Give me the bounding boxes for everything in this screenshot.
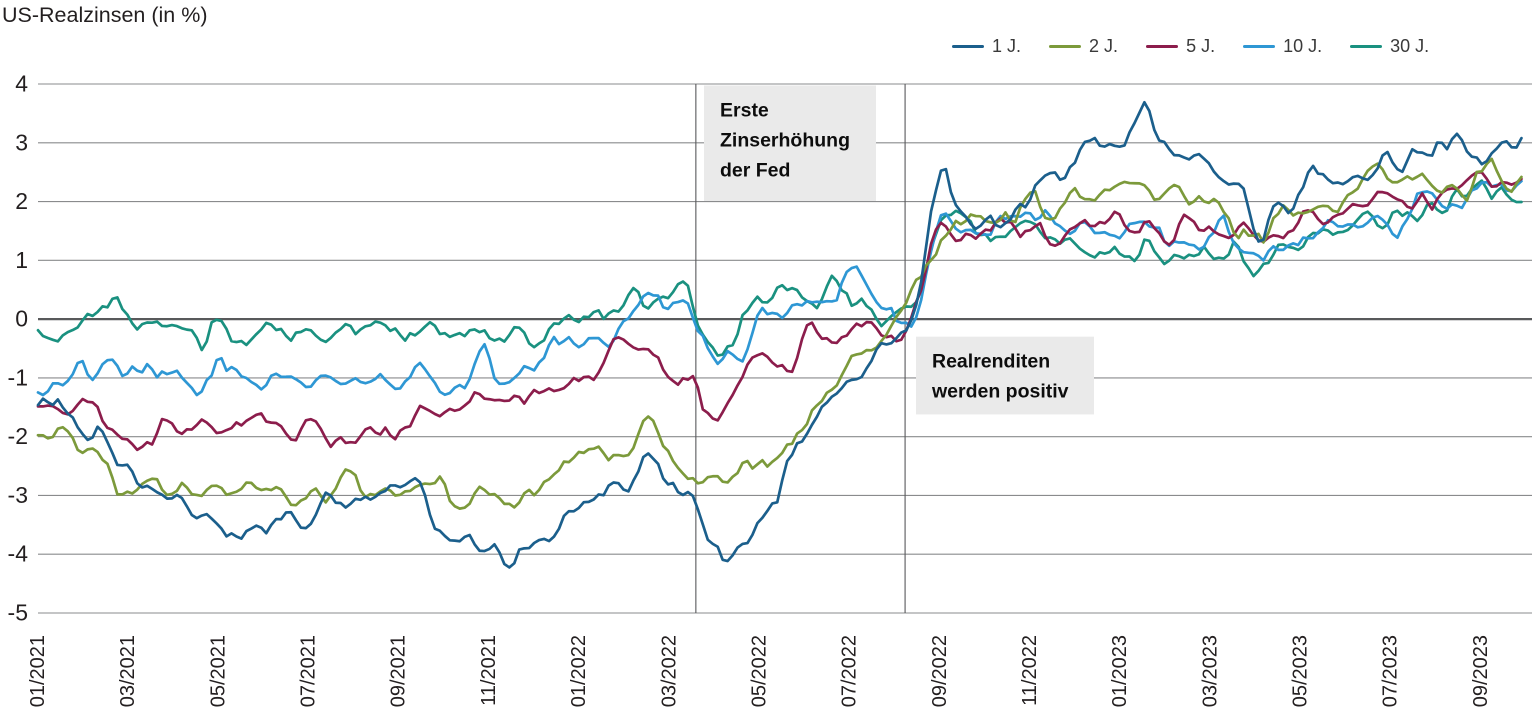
- svg-text:07/2022: 07/2022: [839, 635, 861, 707]
- svg-text:Realrenditen: Realrenditen: [932, 351, 1050, 373]
- svg-text:-1: -1: [8, 364, 28, 390]
- svg-text:09/2021: 09/2021: [388, 635, 410, 707]
- svg-text:05/2022: 05/2022: [748, 635, 770, 707]
- svg-text:01/2021: 01/2021: [27, 635, 49, 707]
- svg-text:05/2021: 05/2021: [207, 635, 229, 707]
- svg-text:3: 3: [15, 129, 28, 155]
- svg-text:05/2023: 05/2023: [1290, 635, 1312, 707]
- svg-text:03/2021: 03/2021: [117, 635, 139, 707]
- svg-text:11/2022: 11/2022: [1019, 635, 1041, 706]
- svg-text:01/2022: 01/2022: [568, 635, 590, 707]
- svg-text:-5: -5: [8, 600, 28, 626]
- svg-text:03/2023: 03/2023: [1199, 635, 1221, 707]
- svg-text:09/2022: 09/2022: [929, 635, 951, 707]
- svg-text:4: 4: [15, 71, 28, 97]
- svg-text:01/2023: 01/2023: [1109, 635, 1131, 707]
- svg-text:09/2023: 09/2023: [1470, 635, 1492, 707]
- svg-text:07/2021: 07/2021: [298, 635, 320, 707]
- svg-text:07/2023: 07/2023: [1380, 635, 1402, 707]
- svg-text:-2: -2: [8, 423, 28, 449]
- svg-text:der Fed: der Fed: [720, 160, 790, 182]
- svg-text:Erste: Erste: [720, 100, 769, 122]
- svg-text:11/2021: 11/2021: [478, 635, 500, 706]
- svg-text:-3: -3: [8, 482, 28, 508]
- svg-text:Zinserhöhung: Zinserhöhung: [720, 130, 850, 152]
- svg-text:0: 0: [15, 306, 28, 332]
- svg-text:1: 1: [15, 247, 28, 273]
- svg-text:03/2022: 03/2022: [658, 635, 680, 707]
- svg-text:-4: -4: [8, 541, 29, 567]
- svg-text:werden positiv: werden positiv: [931, 381, 1069, 403]
- svg-text:2: 2: [15, 188, 28, 214]
